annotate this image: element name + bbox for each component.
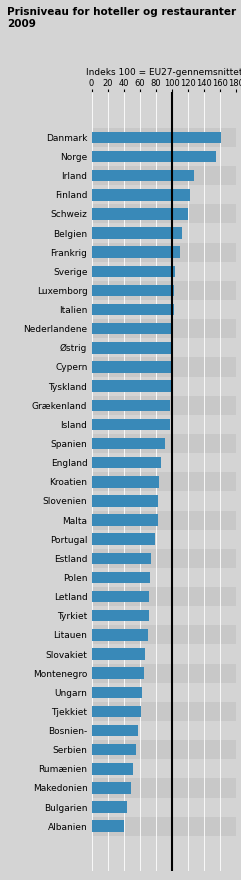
Bar — [92, 530, 236, 549]
Bar — [92, 744, 136, 755]
Bar — [92, 170, 194, 181]
Bar — [92, 590, 149, 602]
Bar — [92, 514, 158, 526]
Bar — [92, 706, 141, 717]
Bar — [92, 495, 158, 507]
Bar — [92, 319, 236, 338]
Bar — [92, 323, 173, 334]
Bar — [92, 626, 236, 644]
Bar — [92, 568, 236, 587]
Bar — [92, 510, 236, 530]
Bar — [92, 246, 180, 258]
Bar — [92, 549, 236, 568]
Bar — [92, 686, 142, 698]
Bar — [92, 147, 236, 166]
Bar — [92, 300, 236, 319]
Bar — [92, 721, 236, 740]
Bar — [92, 820, 124, 832]
Bar — [92, 763, 133, 774]
Bar — [92, 817, 236, 836]
Bar — [92, 377, 236, 396]
Bar — [92, 261, 236, 281]
Bar — [92, 740, 236, 759]
Bar — [92, 664, 236, 683]
Bar — [92, 414, 236, 434]
Bar — [92, 434, 236, 453]
Bar — [92, 533, 155, 545]
Bar — [92, 649, 145, 660]
Bar — [92, 362, 172, 373]
Bar — [92, 338, 236, 357]
Bar — [92, 204, 236, 224]
Bar — [92, 380, 171, 392]
Bar — [92, 473, 236, 491]
Bar — [92, 629, 148, 641]
Bar — [92, 166, 236, 185]
Bar — [92, 150, 216, 162]
Bar — [92, 797, 236, 817]
Bar — [92, 802, 127, 813]
Bar — [92, 759, 236, 779]
Bar — [92, 453, 236, 473]
Bar — [92, 227, 181, 238]
Bar — [92, 189, 190, 201]
Bar — [92, 644, 236, 664]
Bar — [92, 400, 170, 411]
Bar — [92, 128, 236, 147]
Bar — [92, 702, 236, 721]
Bar — [92, 553, 151, 564]
Bar — [92, 437, 166, 450]
X-axis label: Indeks 100 = EU27-gennemsnittet: Indeks 100 = EU27-gennemsnittet — [86, 68, 241, 77]
Bar — [92, 304, 174, 315]
Bar — [92, 491, 236, 510]
Bar — [92, 281, 236, 300]
Bar — [92, 357, 236, 377]
Bar — [92, 572, 150, 583]
Bar — [92, 725, 138, 737]
Bar — [92, 185, 236, 204]
Bar — [92, 266, 175, 277]
Bar — [92, 285, 174, 297]
Bar — [92, 209, 188, 220]
Bar — [92, 132, 221, 143]
Bar — [92, 782, 131, 794]
Bar — [92, 587, 236, 606]
Text: Prisniveau for hoteller og restauranter
2009: Prisniveau for hoteller og restauranter … — [7, 7, 236, 29]
Bar — [92, 457, 161, 468]
Bar — [92, 243, 236, 261]
Bar — [92, 476, 159, 488]
Bar — [92, 419, 170, 430]
Bar — [92, 224, 236, 243]
Bar — [92, 606, 236, 626]
Bar — [92, 683, 236, 702]
Bar — [92, 779, 236, 797]
Bar — [92, 610, 149, 621]
Bar — [92, 342, 173, 354]
Bar — [92, 396, 236, 414]
Bar — [92, 667, 144, 678]
